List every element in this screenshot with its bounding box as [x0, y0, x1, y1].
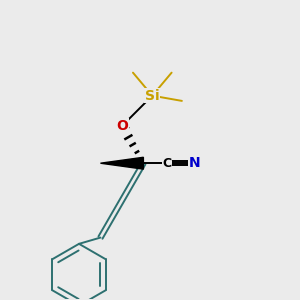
Text: N: N — [189, 156, 201, 170]
Text: O: O — [116, 119, 128, 133]
Text: C: C — [162, 157, 172, 170]
Polygon shape — [100, 157, 143, 169]
Text: Si: Si — [145, 89, 160, 103]
